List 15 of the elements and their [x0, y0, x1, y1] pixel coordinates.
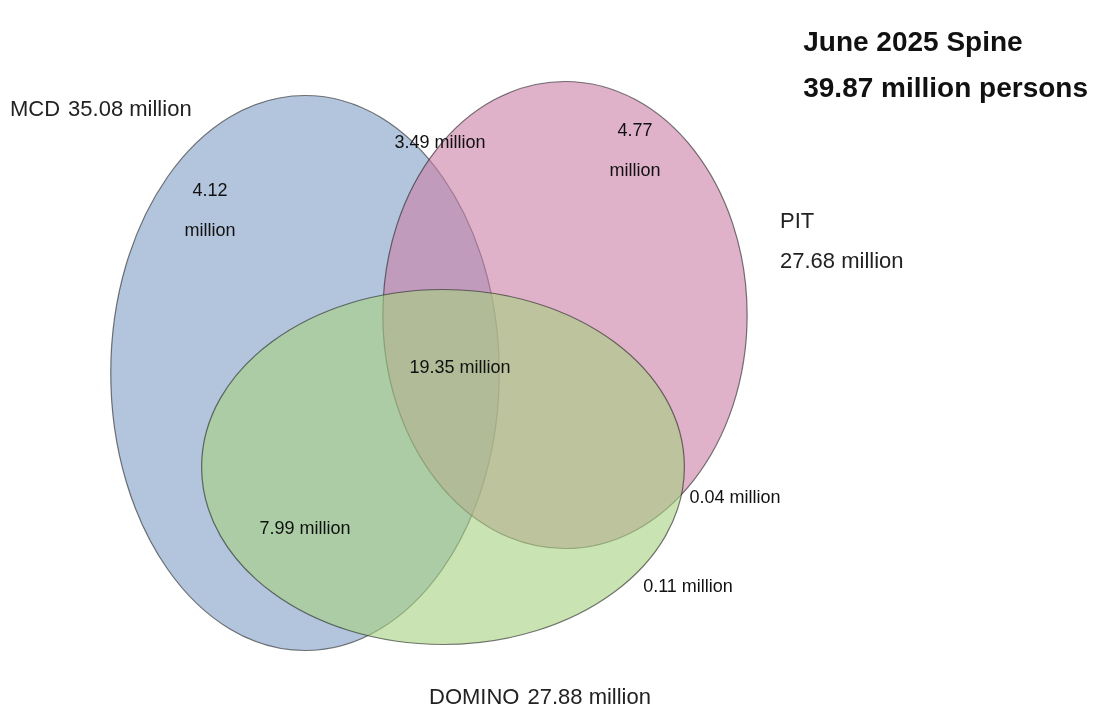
text: 7.99 million — [259, 518, 351, 538]
text: 19.35 million — [409, 357, 511, 377]
text: 0.11 million — [643, 576, 733, 596]
text: 39.87 million persons — [803, 71, 1089, 103]
text: 4.12 million — [184, 180, 236, 240]
data-label: 27.88 million — [527, 683, 651, 709]
category-label: MCD — [10, 95, 61, 121]
category-label: DOMINO — [429, 683, 520, 709]
category-label: PIT — [780, 207, 815, 233]
data-label: 35.08 million — [68, 95, 192, 121]
text: 3.49 million — [394, 132, 486, 152]
text: 4.77 million — [609, 120, 661, 180]
text: 0.04 million — [689, 487, 781, 507]
data-label: 27.68 million — [780, 247, 904, 273]
text: June 2025 Spine — [803, 25, 1023, 57]
